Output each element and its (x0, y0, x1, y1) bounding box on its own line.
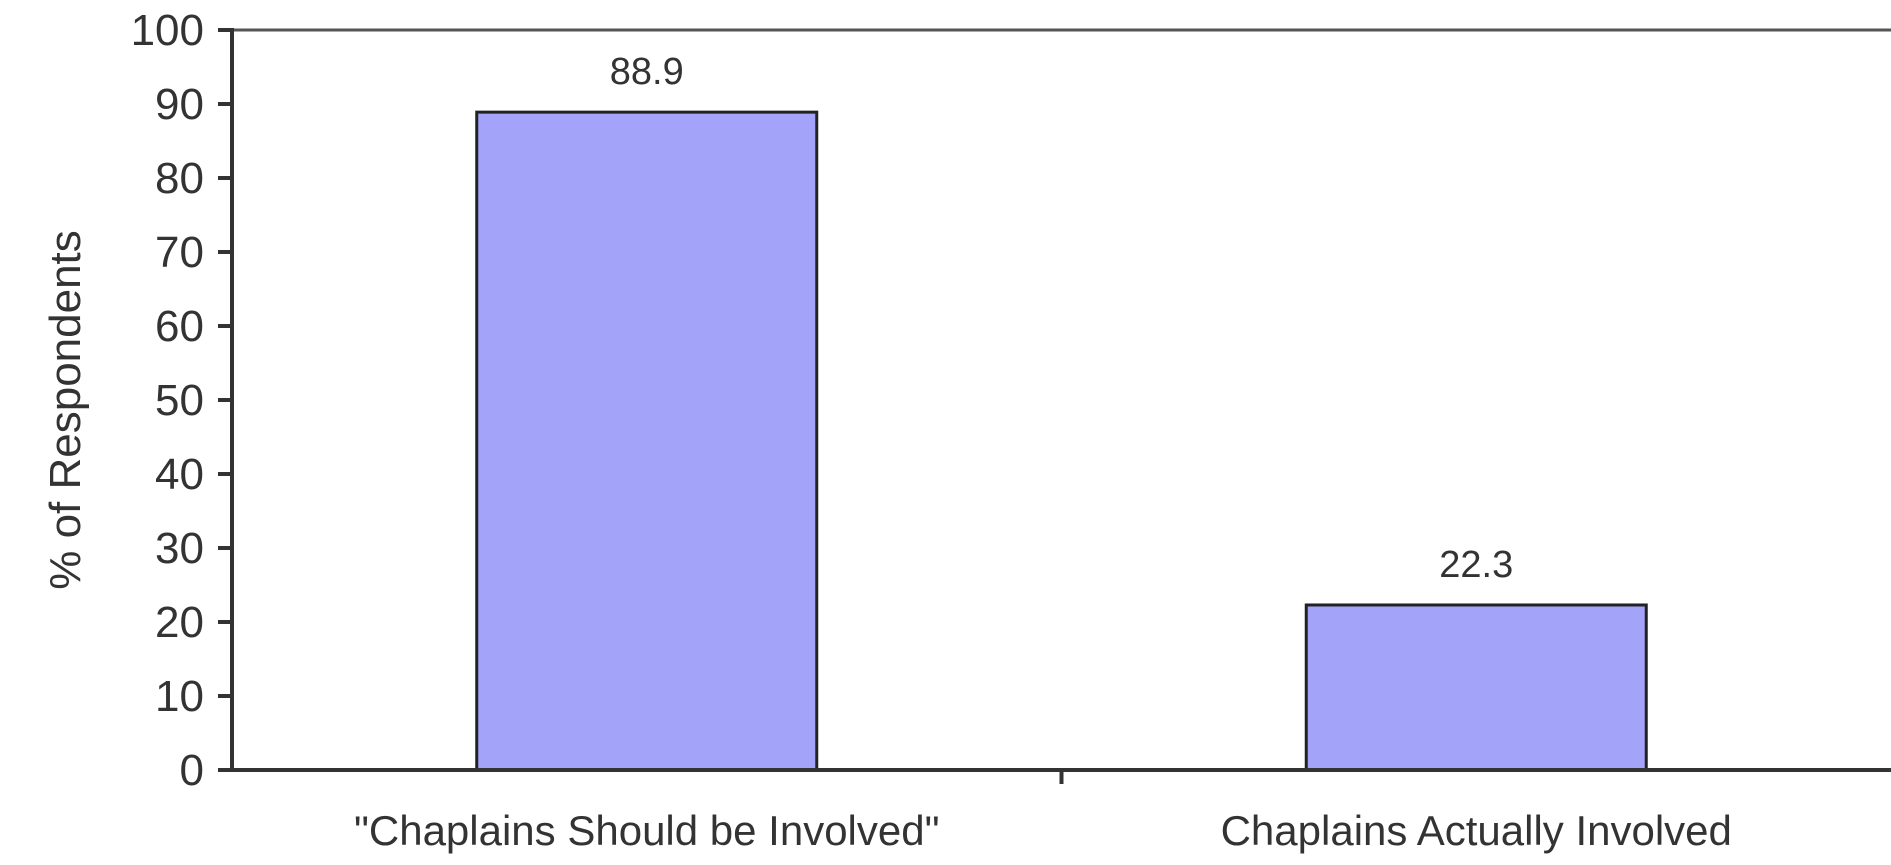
y-axis-ticks: 0 10 20 30 40 50 60 70 80 90 100 (131, 6, 232, 795)
y-tick-label: 20 (155, 598, 204, 647)
bars (475, 110, 1648, 772)
y-tick-label: 50 (155, 376, 204, 425)
y-tick-label: 40 (155, 450, 204, 499)
y-tick-label: 80 (155, 154, 204, 203)
bar-0 (475, 110, 819, 772)
y-tick-label: 0 (180, 746, 204, 795)
data-label: 88.9 (610, 51, 684, 93)
y-tick-label: 100 (131, 6, 204, 55)
x-category-label: "Chaplains Should be Involved" (354, 807, 940, 854)
x-axis-labels: "Chaplains Should be Involved" Chaplains … (354, 807, 1732, 854)
data-label: 22.3 (1439, 544, 1513, 586)
data-labels: 88.9 22.3 (610, 51, 1513, 586)
y-tick-label: 60 (155, 302, 204, 351)
y-axis-title: % of Respondents (41, 230, 90, 590)
y-tick-label: 70 (155, 228, 204, 277)
y-tick-label: 10 (155, 672, 204, 721)
x-category-label: Chaplains Actually Involved (1221, 807, 1732, 854)
y-tick-label: 90 (155, 80, 204, 129)
y-tick-label: 30 (155, 524, 204, 573)
bar-1 (1304, 603, 1648, 772)
